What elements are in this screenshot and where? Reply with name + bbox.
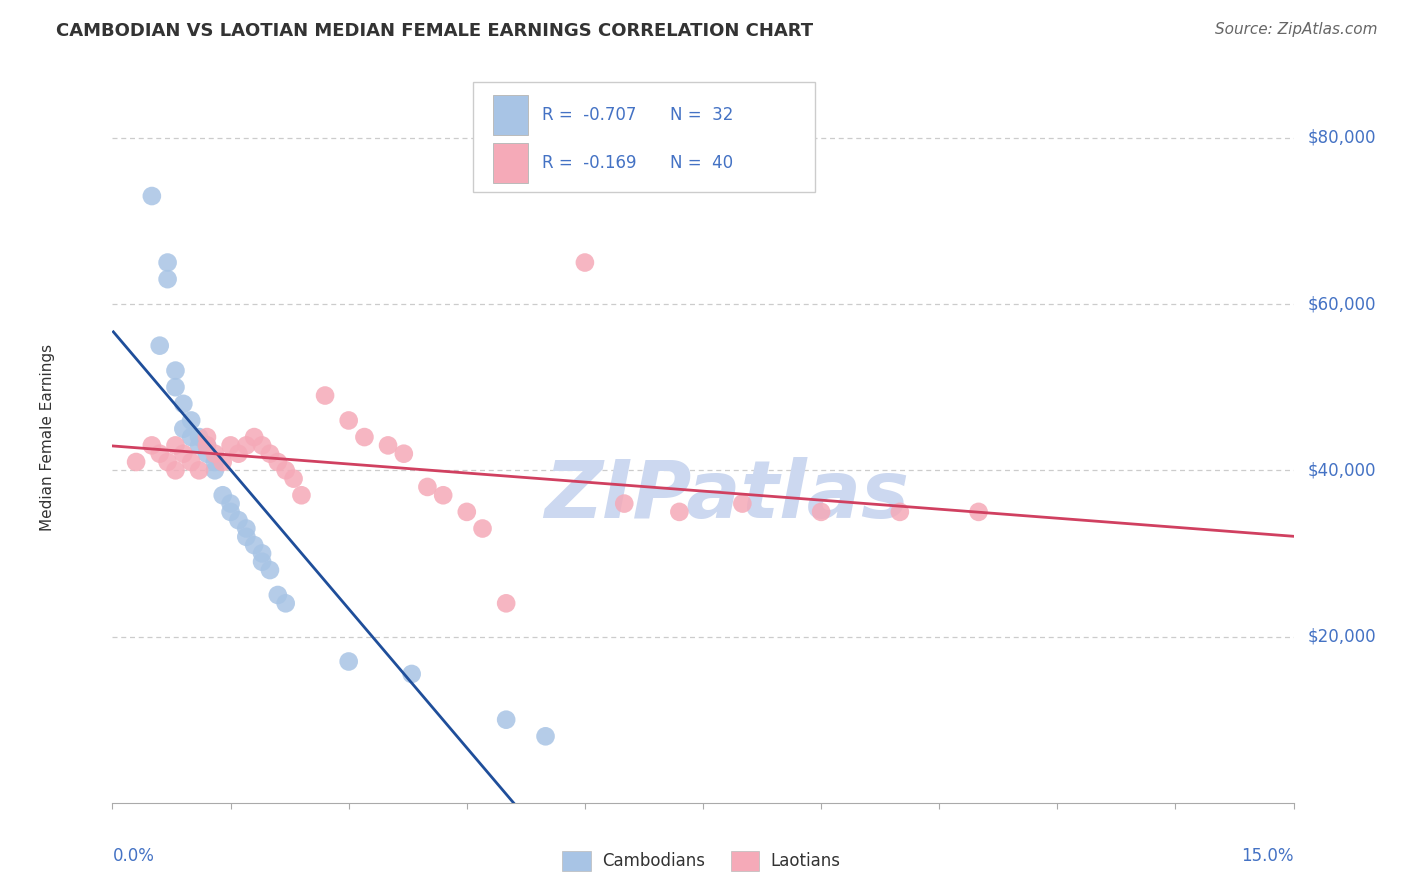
Point (250, 555, 273, 569)
Point (204, 463, 226, 477)
Point (165, 363, 187, 377)
Text: 0.0%: 0.0% (112, 847, 155, 864)
Point (204, 447, 226, 461)
Point (401, 667, 423, 681)
Point (195, 430, 218, 444)
Bar (492, 95, 529, 135)
Point (495, 713, 517, 727)
Bar (492, 143, 529, 183)
Text: Cambodians: Cambodians (602, 852, 704, 870)
Point (172, 447, 194, 461)
Point (377, 438, 399, 452)
Point (274, 463, 297, 477)
Point (219, 438, 242, 452)
Point (534, 729, 557, 743)
Point (235, 521, 257, 535)
Point (613, 497, 636, 511)
Point (172, 397, 194, 411)
Text: N =  40: N = 40 (669, 153, 733, 172)
Point (574, 255, 596, 269)
Point (125, 455, 148, 469)
Point (165, 438, 187, 452)
Text: $60,000: $60,000 (1308, 295, 1376, 313)
Point (188, 463, 211, 477)
Point (967, 505, 990, 519)
Point (290, 488, 312, 502)
Point (495, 596, 517, 610)
Point (219, 505, 242, 519)
Point (243, 430, 266, 444)
Point (731, 497, 754, 511)
Point (353, 430, 375, 444)
Point (180, 430, 202, 444)
Point (141, 189, 163, 203)
Point (156, 455, 179, 469)
Point (156, 255, 179, 269)
Point (267, 588, 290, 602)
Text: $20,000: $20,000 (1308, 628, 1376, 646)
Point (141, 438, 163, 452)
Text: Median Female Earnings: Median Female Earnings (39, 343, 55, 531)
Point (149, 339, 172, 353)
Point (235, 530, 257, 544)
Point (172, 422, 194, 436)
Point (204, 455, 226, 469)
Text: ZIPatlas: ZIPatlas (544, 457, 910, 534)
Point (156, 272, 179, 286)
Point (188, 438, 211, 452)
Point (195, 447, 218, 461)
Text: 15.0%: 15.0% (1241, 847, 1294, 864)
Point (180, 455, 202, 469)
Point (165, 463, 187, 477)
Text: $40,000: $40,000 (1308, 461, 1376, 479)
Point (243, 538, 266, 552)
Point (259, 563, 281, 577)
Point (810, 505, 832, 519)
Point (180, 413, 202, 427)
Point (471, 521, 494, 535)
Text: $80,000: $80,000 (1308, 128, 1376, 147)
Point (337, 413, 360, 427)
Point (211, 488, 233, 502)
Point (283, 472, 305, 486)
Point (259, 447, 281, 461)
Point (392, 447, 415, 461)
Text: Source: ZipAtlas.com: Source: ZipAtlas.com (1215, 22, 1378, 37)
Text: N =  32: N = 32 (669, 105, 734, 124)
Text: R =  -0.169: R = -0.169 (543, 153, 637, 172)
FancyBboxPatch shape (472, 82, 815, 192)
Point (211, 455, 233, 469)
Point (889, 505, 911, 519)
Point (668, 505, 690, 519)
Point (228, 513, 250, 527)
Point (432, 488, 454, 502)
Point (149, 447, 172, 461)
Point (188, 430, 211, 444)
Point (250, 546, 273, 560)
Text: CAMBODIAN VS LAOTIAN MEDIAN FEMALE EARNINGS CORRELATION CHART: CAMBODIAN VS LAOTIAN MEDIAN FEMALE EARNI… (56, 22, 813, 40)
Text: R =  -0.707: R = -0.707 (543, 105, 637, 124)
Point (235, 438, 257, 452)
Point (250, 438, 273, 452)
Point (195, 438, 218, 452)
Text: Laotians: Laotians (770, 852, 841, 870)
Point (165, 380, 187, 394)
Point (456, 505, 478, 519)
Point (267, 455, 290, 469)
Point (314, 388, 336, 402)
Point (219, 497, 242, 511)
Point (228, 447, 250, 461)
Point (274, 596, 297, 610)
Point (337, 655, 360, 669)
Point (416, 480, 439, 494)
Point (195, 438, 218, 452)
